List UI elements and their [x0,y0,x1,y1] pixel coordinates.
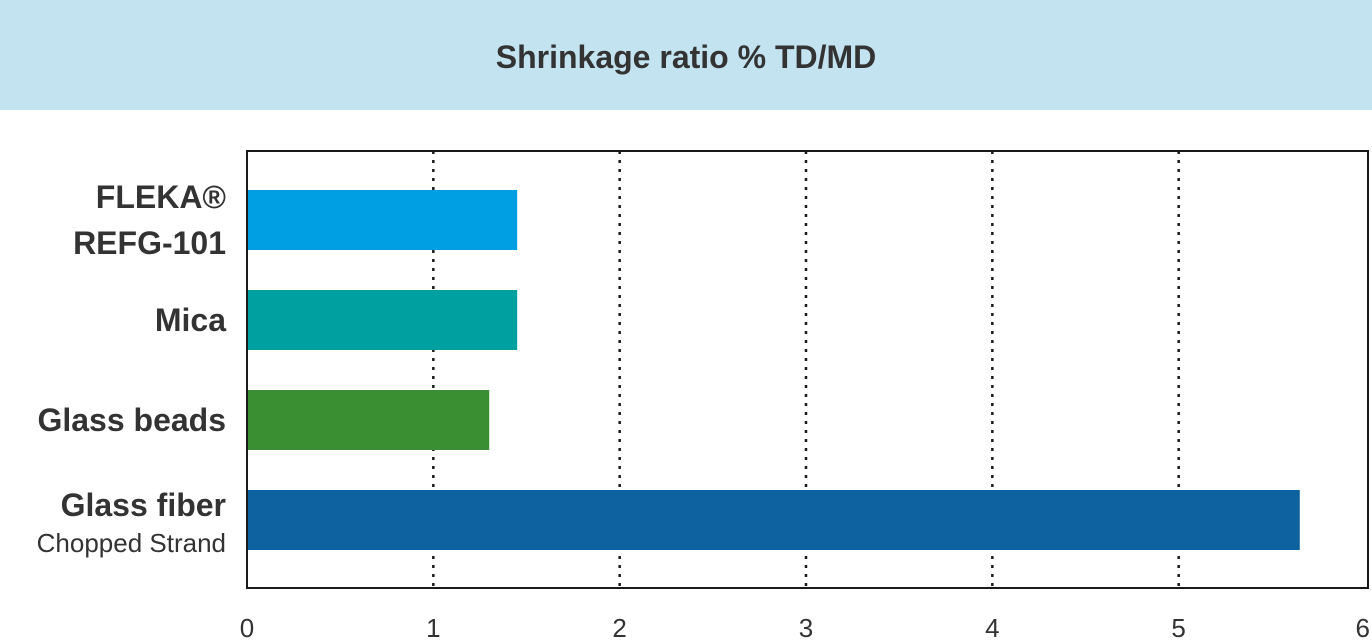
category-sublabel-3: Chopped Strand [37,528,226,558]
x-tick-label-0: 0 [240,613,254,642]
category-label-1: Mica [155,302,226,338]
category-label-0-line-1: REFG-101 [73,225,226,261]
x-tick-label-2: 2 [612,613,626,642]
x-tick-label-1: 1 [426,613,440,642]
category-labels: FLEKA® REFG-101 Mica Glass beads Glass fiber… [37,179,227,558]
bar-1 [247,290,518,350]
category-label-2: Glass beads [37,402,226,438]
category-label-0-line-0: FLEKA® [96,179,227,215]
bar-2 [247,390,490,450]
x-tick-label-4: 4 [985,613,999,642]
x-tick-label-3: 3 [799,613,813,642]
chart-title: Shrinkage ratio % TD/MD [495,38,877,75]
x-tick-label-6: 6 [1356,613,1370,642]
bar-0 [247,190,518,250]
x-tick-labels: 0 1 2 3 4 5 6 [240,613,1370,642]
chart-title-banner: Shrinkage ratio % TD/MD [0,0,1372,110]
category-label-3: Glass fiber [61,487,226,523]
bar-3 [247,490,1300,550]
bars [247,190,1300,550]
x-tick-label-5: 5 [1171,613,1185,642]
plot-frame [246,150,1369,589]
